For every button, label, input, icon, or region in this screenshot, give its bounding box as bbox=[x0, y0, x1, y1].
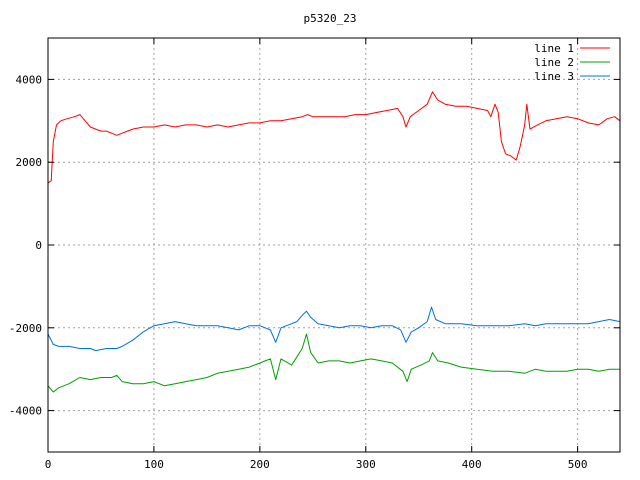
x-tick-label: 400 bbox=[462, 458, 482, 471]
x-tick-label: 200 bbox=[250, 458, 270, 471]
series-layer bbox=[47, 91, 621, 393]
x-tick-label: 100 bbox=[144, 458, 164, 471]
legend-label-3: line 3 bbox=[534, 70, 574, 83]
y-tick-label: 4000 bbox=[16, 73, 43, 86]
y-tick-label: -2000 bbox=[9, 322, 42, 335]
series-line-3 bbox=[47, 306, 621, 352]
y-tick-label: -4000 bbox=[9, 405, 42, 418]
axis-ticks: 0 100 200 300 400 500 -4000 -2000 0 2000 4000 bbox=[9, 38, 620, 471]
series-line-2 bbox=[47, 333, 620, 393]
y-tick-label: 0 bbox=[35, 239, 42, 252]
x-tick-label: 500 bbox=[568, 458, 588, 471]
series-line-1 bbox=[47, 91, 621, 184]
x-tick-label: 0 bbox=[45, 458, 52, 471]
legend-label-1: line 1 bbox=[534, 42, 574, 55]
grid-lines bbox=[48, 38, 620, 452]
y-tick-label: 2000 bbox=[16, 156, 43, 169]
chart-title: p5320_23 bbox=[304, 12, 357, 25]
legend-label-2: line 2 bbox=[534, 56, 574, 69]
x-tick-label: 300 bbox=[356, 458, 376, 471]
